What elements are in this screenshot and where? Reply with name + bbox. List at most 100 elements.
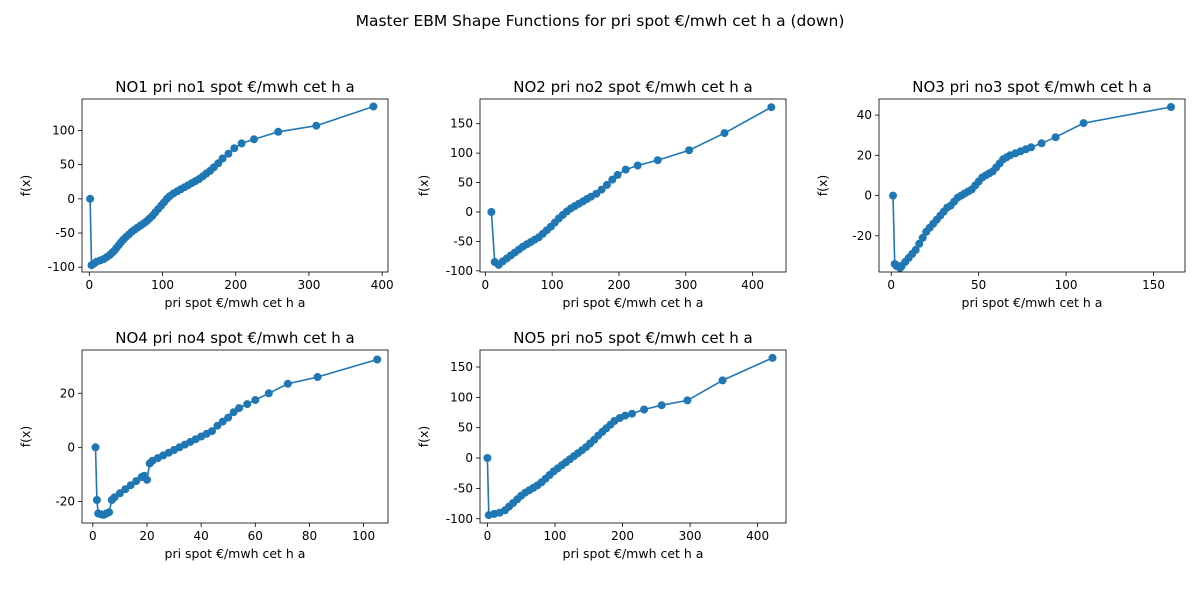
x-tick-label: 100 [541,278,564,292]
y-axis-label: f(x) [416,175,431,197]
x-axis-label: pri spot €/mwh cet h a [165,295,306,310]
y-axis-label: f(x) [815,175,830,197]
y-axis-label: f(x) [18,426,33,448]
x-tick-label: 40 [194,529,209,543]
subplot-4: 0 20 40 60 80 100 -20 0 20 NO4 pri no4 spot €/mwh… [18,329,389,561]
data-point [483,454,492,462]
data-point [1027,143,1036,152]
data-point [628,409,636,418]
data-point [274,127,283,136]
plot-frame [878,98,1186,273]
data-point [1167,103,1175,111]
y-tick-label: -20 [852,229,872,243]
y-tick-label: 50 [60,158,75,172]
data-point [91,443,100,452]
x-tick-label: 200 [224,278,247,292]
data-point [230,144,239,153]
y-tick-label: -20 [55,494,75,508]
data-point [218,154,227,163]
data-point [621,165,630,174]
x-tick-label: 100 [544,529,567,543]
x-tick-label: 200 [611,529,634,543]
y-tick-label: 50 [458,176,473,190]
data-point [918,233,927,242]
y-tick-label: -100 [446,512,473,526]
subplot-3: 0 50 100 150 -20 0 20 40 NO3 pri no3 spot €/mwh … [815,78,1186,310]
y-tick-label: 100 [450,390,473,404]
y-tick-label: 20 [60,386,75,400]
y-tick-label: -50 [453,481,473,495]
data-point [1037,139,1046,148]
data-point [1079,119,1088,128]
data-point [369,102,378,111]
data-point [208,427,216,436]
y-tick-label: 0 [864,189,872,203]
data-point [640,405,649,414]
y-tick-label: 50 [458,421,473,435]
y-axis-label: f(x) [18,175,33,197]
x-tick-label: 0 [89,529,97,543]
data-point [683,396,692,405]
data-point [243,400,252,409]
subplot-5: 0 100 200 300 400 -100 -50 0 50 100 150 NO5 pri no5… [416,329,787,561]
data-point [143,475,151,484]
x-tick-label: 100 [151,278,174,292]
x-tick-label: 0 [482,278,490,292]
y-tick-label: 0 [67,192,75,206]
data-point [767,103,776,112]
data-point [768,353,777,362]
data-point [264,389,273,398]
x-tick-label: 0 [484,529,492,543]
data-point [224,413,233,422]
data-point [657,401,666,410]
x-tick-label: 150 [1142,278,1165,292]
x-tick-label: 300 [679,529,702,543]
subplot-title: NO2 pri no2 spot €/mwh cet h a [513,78,752,96]
y-tick-label: -50 [453,234,473,248]
data-point [602,180,611,189]
data-point [685,146,694,155]
data-point [718,376,727,385]
data-point [633,161,642,170]
x-tick-label: 100 [352,529,375,543]
y-tick-label: 100 [450,146,473,160]
x-axis-label: pri spot €/mwh cet h a [962,295,1103,310]
subplot-title: NO1 pri no1 spot €/mwh cet h a [115,78,354,96]
y-tick-label: 20 [857,148,872,162]
data-point [250,135,258,144]
x-tick-label: 20 [139,529,154,543]
data-point [224,149,233,158]
y-tick-label: -50 [55,226,75,240]
x-tick-label: 400 [371,278,394,292]
x-tick-label: 300 [674,278,697,292]
subplot-1: 0 100 200 300 400 -100 -50 0 50 100 NO1 pri no1 sp… [18,78,394,310]
data-point [229,408,238,417]
data-point [251,396,260,404]
data-point [1051,133,1060,142]
data-point [911,245,920,254]
data-point [608,175,617,184]
y-tick-label: 0 [465,451,473,465]
data-point [313,373,322,381]
data-point [621,411,630,420]
data-point [613,170,622,179]
y-tick-label: 100 [52,123,75,137]
y-tick-label: 40 [857,108,872,122]
data-point [915,239,924,248]
x-axis-label: pri spot €/mwh cet h a [563,295,704,310]
y-tick-label: -100 [48,260,75,274]
data-point [312,121,321,130]
y-tick-label: 150 [450,117,473,131]
x-tick-label: 100 [1055,278,1078,292]
data-point [283,379,292,388]
data-point [105,508,114,517]
y-tick-label: 150 [450,360,473,374]
data-point [235,404,244,413]
x-axis-label: pri spot €/mwh cet h a [165,546,306,561]
data-point [237,139,246,148]
subplot-title: NO5 pri no5 spot €/mwh cet h a [513,329,752,347]
subplot-2: 0 100 200 300 400 -100 -50 0 50 100 150 NO2 pri no2… [416,78,787,310]
x-tick-label: 0 [887,278,895,292]
x-tick-label: 50 [971,278,986,292]
